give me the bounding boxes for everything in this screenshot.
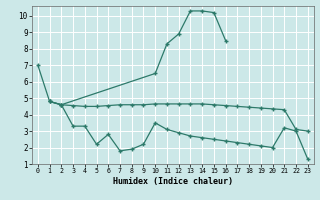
- X-axis label: Humidex (Indice chaleur): Humidex (Indice chaleur): [113, 177, 233, 186]
